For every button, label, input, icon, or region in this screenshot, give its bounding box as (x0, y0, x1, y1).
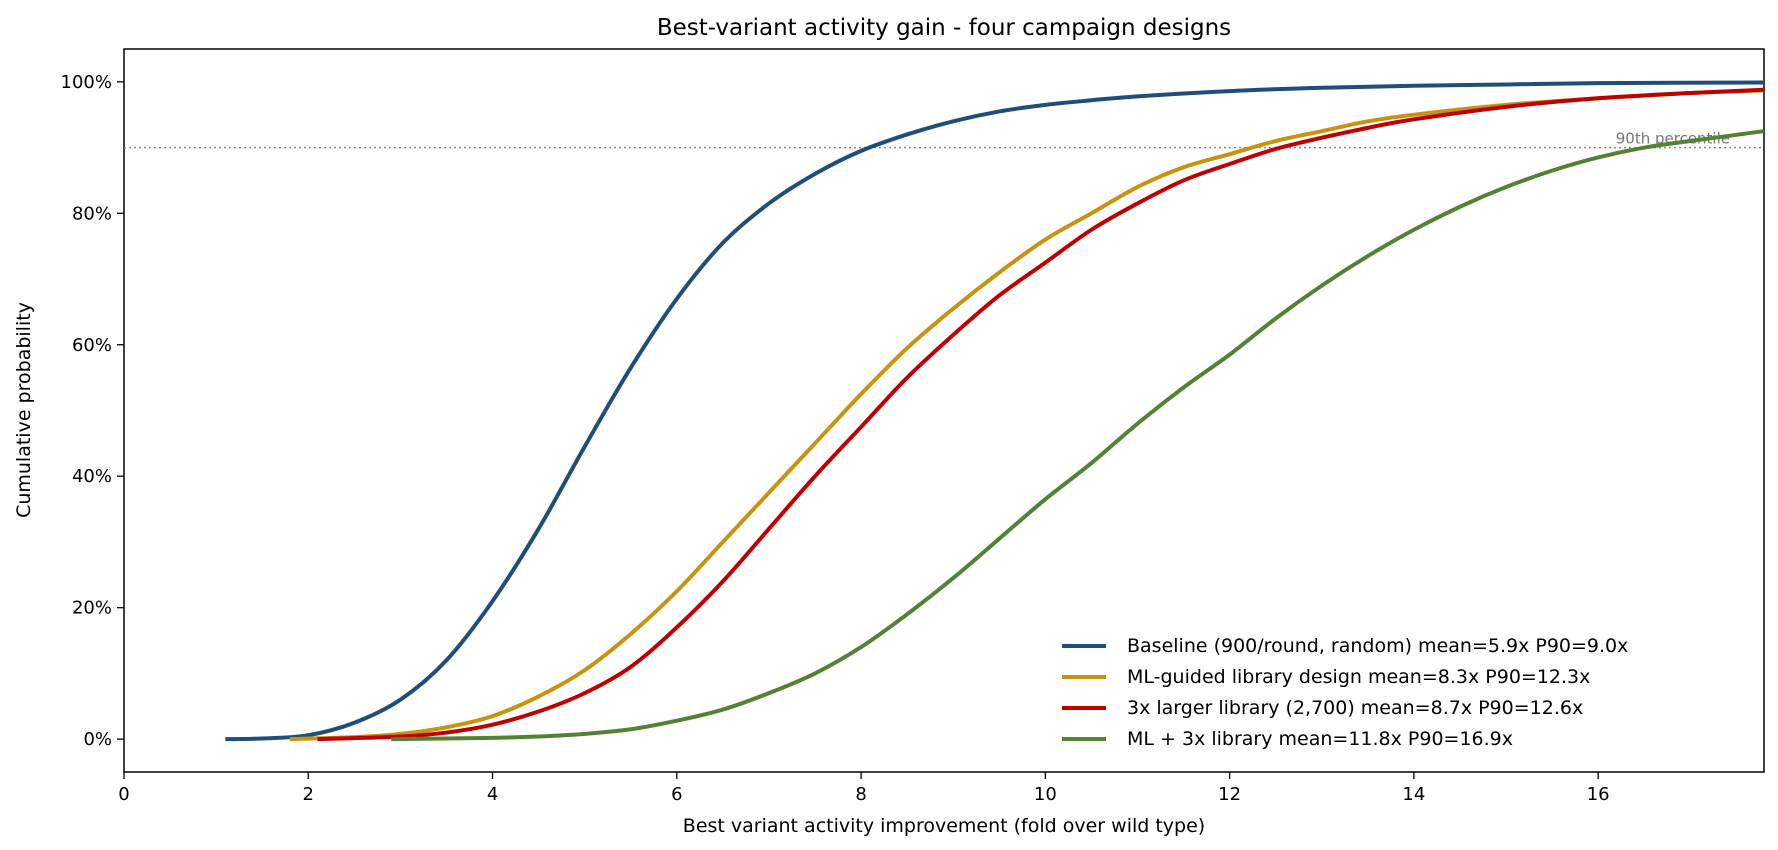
legend-label-4: ML + 3x library mean=11.8x P90=16.9x (1127, 728, 1513, 750)
y-tick-label: 20% (72, 598, 112, 619)
x-tick-label: 0 (118, 784, 129, 805)
x-tick-label: 4 (487, 784, 498, 805)
series-line-1 (225, 80, 1764, 742)
y-tick-label: 40% (72, 466, 112, 487)
x-tick-label: 16 (1587, 784, 1610, 805)
legend-label-1: Baseline (900/round, random) mean=5.9x P… (1127, 635, 1628, 657)
x-tick-label: 8 (855, 784, 866, 805)
reference-line-group: 90th percentile (124, 130, 1764, 149)
series-line-2 (289, 88, 1764, 742)
y-axis: 0% 20% 40% 60% 80% 100% (61, 72, 124, 750)
legend-label-3: 3x larger library (2,700) mean=8.7x P90=… (1127, 697, 1583, 719)
x-axis-label: Best variant activity improvement (fold … (683, 815, 1205, 837)
series-line-3 (317, 87, 1764, 742)
y-axis-label: Cumulative probability (13, 302, 35, 518)
x-tick-label: 10 (1034, 784, 1057, 805)
x-tick-label: 2 (303, 784, 314, 805)
series-group (225, 80, 1764, 742)
legend-label-2: ML-guided library design mean=8.3x P90=1… (1127, 666, 1590, 688)
plot-area (123, 48, 1765, 773)
series-line-4 (391, 129, 1764, 742)
legend: Baseline (900/round, random) mean=5.9x P… (1062, 635, 1628, 750)
percentile-reference-label: 90th percentile (1616, 130, 1730, 148)
plot-frame (123, 48, 1765, 773)
x-axis: 0 2 4 6 8 10 12 14 16 (118, 772, 1610, 805)
y-tick-label: 60% (72, 335, 112, 356)
x-tick-label: 14 (1402, 784, 1425, 805)
y-tick-label: 100% (61, 72, 112, 93)
y-tick-label: 80% (72, 203, 112, 224)
x-tick-label: 12 (1218, 784, 1241, 805)
chart-title: Best-variant activity gain - four campai… (657, 15, 1231, 41)
y-tick-label: 0% (83, 729, 112, 750)
x-tick-label: 6 (671, 784, 682, 805)
